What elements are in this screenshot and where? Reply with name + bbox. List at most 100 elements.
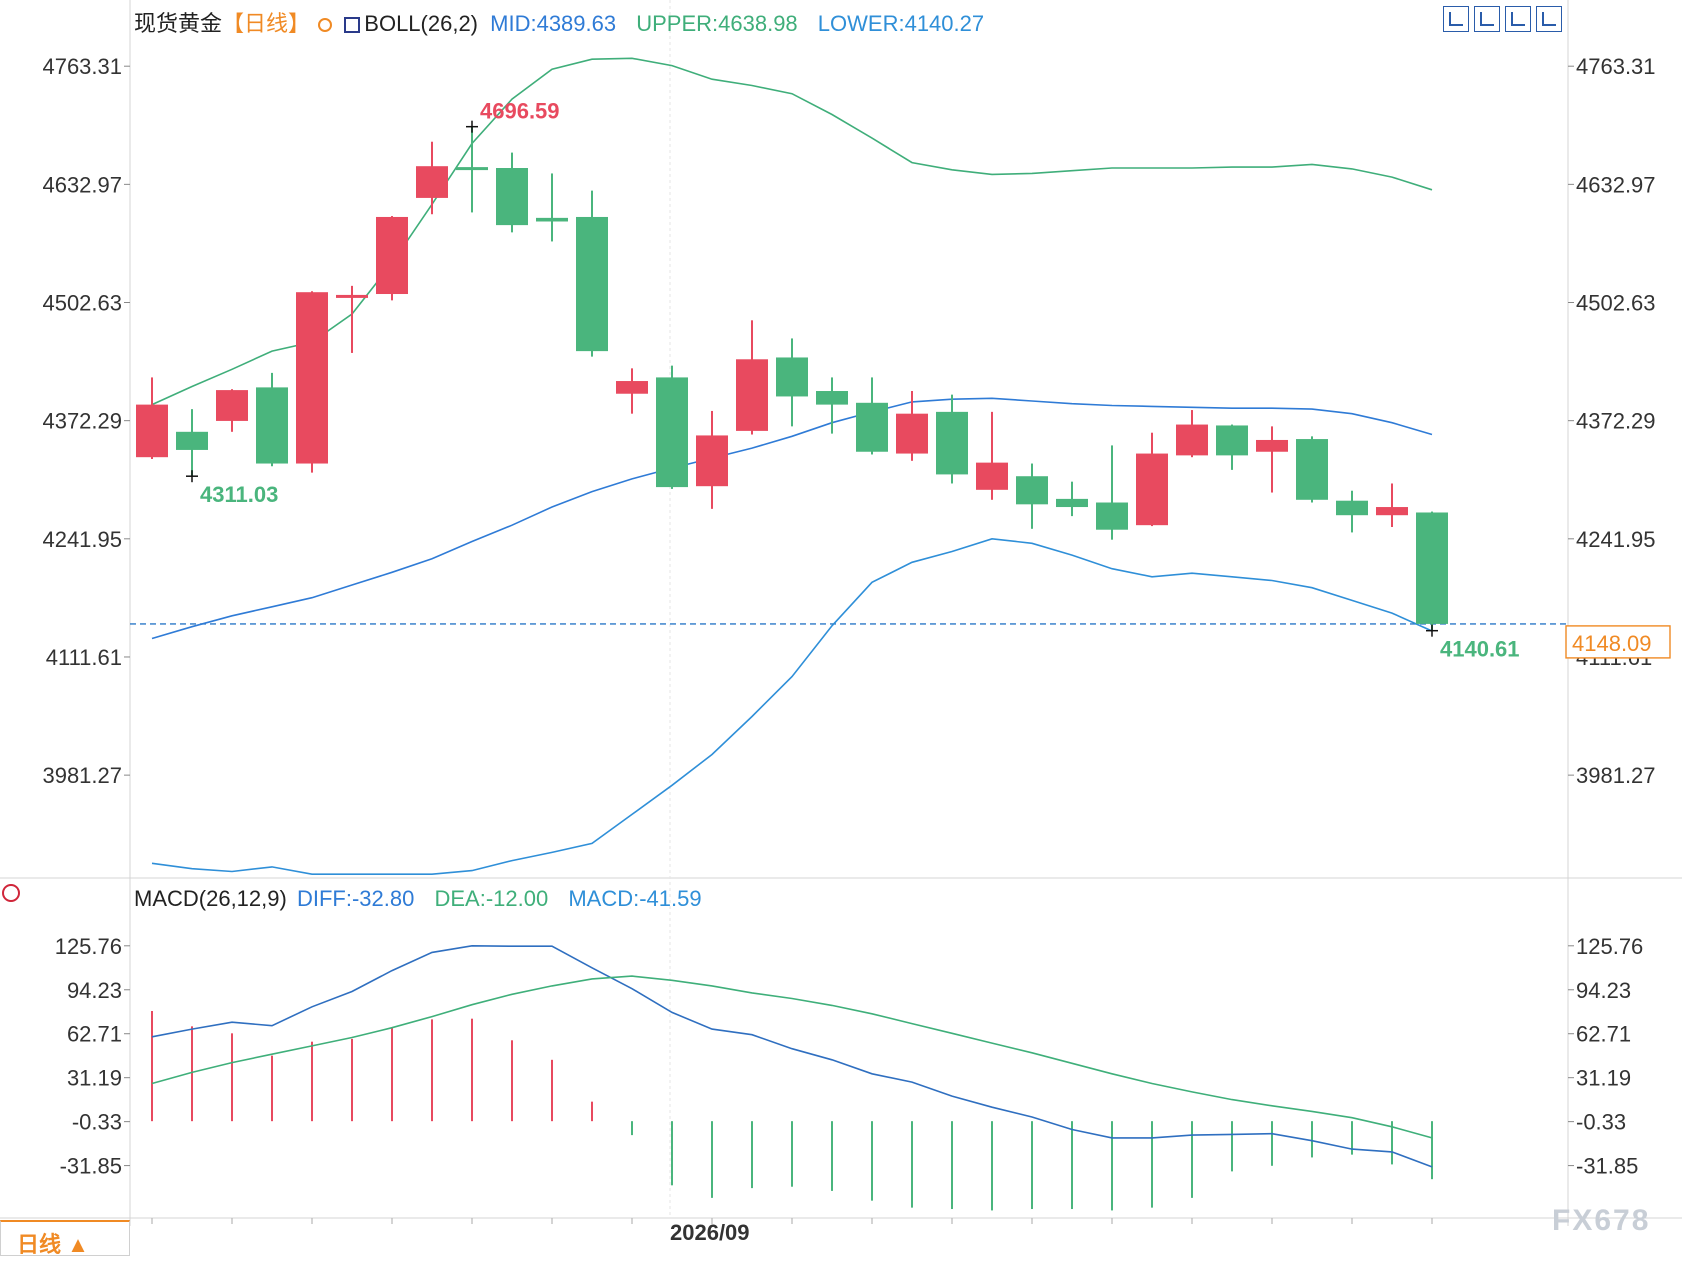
candle-body — [256, 387, 288, 464]
watermark: FX678 — [1552, 1204, 1651, 1237]
y-tick-label-left: 4632.97 — [42, 172, 122, 197]
candle-body — [856, 402, 888, 452]
macd-settings-icon[interactable] — [2, 884, 20, 902]
chart-header: 现货黄金【日线】 BOLL(26,2) MID:4389.63 UPPER:46… — [134, 6, 984, 38]
macd-dea-value: DEA:-12.00 — [434, 886, 549, 911]
macd-tick-label-left: 31.19 — [67, 1066, 122, 1091]
candle-body — [816, 391, 848, 405]
macd-label[interactable]: MACD(26,12,9) — [134, 886, 287, 911]
candle-body — [336, 294, 368, 298]
next-icon[interactable] — [1536, 6, 1562, 32]
macd-diff-line — [151, 944, 1433, 1168]
candle-body — [1336, 500, 1368, 516]
instrument-name: 现货黄金 — [134, 11, 223, 36]
candle-body — [616, 381, 648, 394]
candle-body — [1176, 424, 1208, 456]
candle-body — [576, 216, 608, 352]
macd-tick-label-left: 125.76 — [55, 934, 122, 959]
candle-body — [1376, 507, 1408, 516]
candle-body — [216, 390, 248, 421]
boll-label[interactable]: BOLL(26,2) — [364, 11, 479, 36]
annotation-label: 4311.03 — [200, 482, 278, 507]
y-tick-label-right: 4502.63 — [1576, 291, 1656, 316]
last-price-box — [1565, 625, 1671, 659]
y-tick-label-right: 4372.29 — [1576, 409, 1656, 434]
candle-body — [1216, 425, 1248, 456]
bar-chart-icon[interactable] — [1474, 6, 1500, 32]
macd-tick-label-left: -0.33 — [72, 1110, 122, 1135]
boll-lower-value: LOWER:4140.27 — [817, 11, 985, 36]
macd-header: MACD(26,12,9) DIFF:-32.80 DEA:-12.00 MAC… — [134, 886, 702, 912]
y-tick-label-right: 4632.97 — [1576, 172, 1656, 197]
price-annotation: 4696.59 — [466, 99, 560, 133]
candle-body — [1416, 512, 1448, 624]
candle-body — [136, 404, 168, 458]
candle-body — [936, 411, 968, 475]
y-tick-label-left: 4372.29 — [42, 409, 122, 434]
y-tick-label-left: 4241.95 — [42, 527, 122, 552]
boll-lower-line — [151, 537, 1433, 876]
prev-icon[interactable] — [1505, 6, 1531, 32]
macd-tick-label-left: -31.85 — [60, 1154, 122, 1179]
candle-body — [456, 167, 488, 171]
candle-body — [376, 216, 408, 295]
period-badge[interactable]: 【日线】 — [222, 11, 311, 36]
candle-body — [1096, 502, 1128, 530]
y-tick-label-right: 3981.27 — [1576, 763, 1656, 788]
price-annotation: 4140.61 — [1426, 624, 1520, 662]
indicator-icon[interactable] — [344, 17, 361, 34]
crosshair-icon[interactable] — [1443, 6, 1469, 32]
candle-body — [1136, 453, 1168, 526]
y-tick-label-left: 3981.27 — [42, 763, 122, 788]
candle-body — [656, 377, 688, 488]
candle-body — [736, 359, 768, 431]
macd-tick-label-right: 31.19 — [1576, 1066, 1631, 1091]
settings-icon[interactable] — [318, 18, 333, 33]
macd-tick-label-right: -0.33 — [1576, 1110, 1626, 1135]
x-axis-label: 2026/09 — [670, 1220, 750, 1245]
candle-body — [536, 217, 568, 222]
macd-tick-label-right: -31.85 — [1576, 1154, 1638, 1179]
annotation-label: 4140.61 — [1440, 637, 1520, 662]
candle-body — [176, 431, 208, 450]
candle-body — [696, 435, 728, 487]
price-annotation: 4311.03 — [186, 470, 278, 507]
y-tick-label-left: 4502.63 — [42, 291, 122, 316]
y-tick-label-right: 4763.31 — [1576, 54, 1656, 79]
macd-diff-value: DIFF:-32.80 — [296, 886, 415, 911]
macd-tick-label-right: 94.23 — [1576, 978, 1631, 1003]
candle-body — [296, 292, 328, 464]
boll-upper-value: UPPER:4638.98 — [636, 11, 798, 36]
boll-mid-value: MID:4389.63 — [490, 11, 617, 36]
boll-mid-line — [151, 397, 1433, 640]
candle-body — [1296, 439, 1328, 500]
macd-layer — [151, 944, 1433, 1211]
candle-body — [1256, 439, 1288, 452]
candle-body — [896, 413, 928, 454]
candle-body — [776, 357, 808, 397]
boll-lines — [151, 57, 1433, 876]
y-tick-label-left: 4763.31 — [42, 54, 122, 79]
macd-tick-label-left: 94.23 — [67, 978, 122, 1003]
candle-body — [976, 462, 1008, 490]
candle-body — [416, 166, 448, 198]
annotation-label: 4696.59 — [480, 99, 560, 124]
macd-tick-label-left: 62.71 — [67, 1022, 122, 1047]
candle-body — [496, 168, 528, 226]
macd-dea-line — [151, 975, 1433, 1139]
y-tick-label-left: 4111.61 — [46, 645, 122, 670]
candles-layer — [136, 126, 1448, 631]
candle-body — [1016, 476, 1048, 505]
macd-tick-label-right: 125.76 — [1576, 934, 1643, 959]
macd-macd-value: MACD:-41.59 — [568, 886, 702, 911]
period-tab[interactable]: 日线 ▲ — [0, 1220, 130, 1257]
y-tick-label-right: 4241.95 — [1576, 527, 1656, 552]
grid-layer — [0, 0, 1682, 1226]
last-price-label: 4148.09 — [1572, 631, 1652, 656]
candle-body — [1056, 498, 1088, 508]
macd-tick-label-right: 62.71 — [1576, 1022, 1631, 1047]
axis-labels-layer: 4763.31 4763.31 4632.97 4632.97 4502.63 4502.… — [42, 54, 1671, 1245]
period-tab-label: 日线 ▲ — [17, 1232, 89, 1257]
